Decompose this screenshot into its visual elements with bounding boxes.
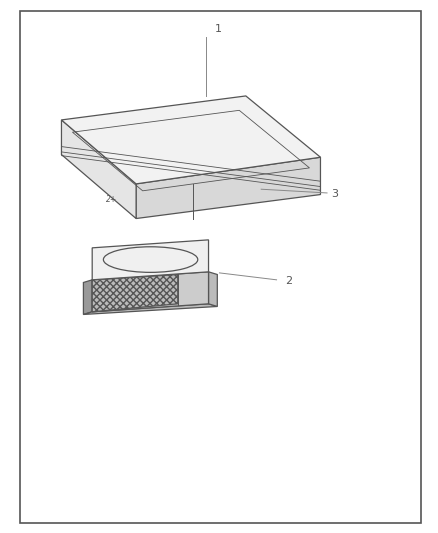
Polygon shape: [92, 274, 177, 312]
Polygon shape: [83, 280, 92, 314]
Polygon shape: [61, 120, 136, 219]
Polygon shape: [92, 240, 208, 280]
Polygon shape: [92, 272, 208, 312]
Text: 2: 2: [285, 276, 292, 286]
Text: 2+: 2+: [106, 196, 117, 204]
Polygon shape: [136, 157, 320, 219]
Polygon shape: [61, 96, 320, 184]
Polygon shape: [208, 272, 217, 306]
Text: 3: 3: [331, 189, 338, 199]
Polygon shape: [83, 304, 217, 314]
Text: 1: 1: [215, 25, 222, 34]
